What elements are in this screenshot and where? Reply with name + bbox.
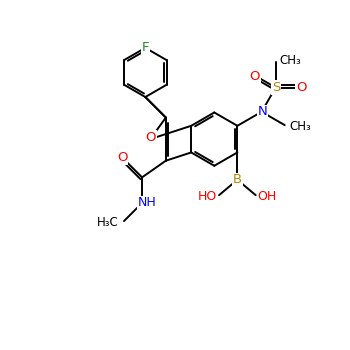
Text: S: S (272, 81, 280, 94)
Text: H₃C: H₃C (97, 216, 119, 229)
Text: B: B (233, 173, 242, 186)
Text: N: N (258, 105, 267, 118)
Text: O: O (117, 151, 127, 164)
Text: F: F (142, 41, 149, 54)
Text: HO: HO (198, 190, 217, 203)
Text: NH: NH (138, 196, 156, 209)
Text: O: O (146, 131, 156, 144)
Text: CH₃: CH₃ (279, 54, 301, 67)
Text: O: O (250, 70, 260, 83)
Text: O: O (296, 81, 307, 94)
Text: OH: OH (257, 190, 276, 203)
Text: CH₃: CH₃ (290, 120, 312, 133)
